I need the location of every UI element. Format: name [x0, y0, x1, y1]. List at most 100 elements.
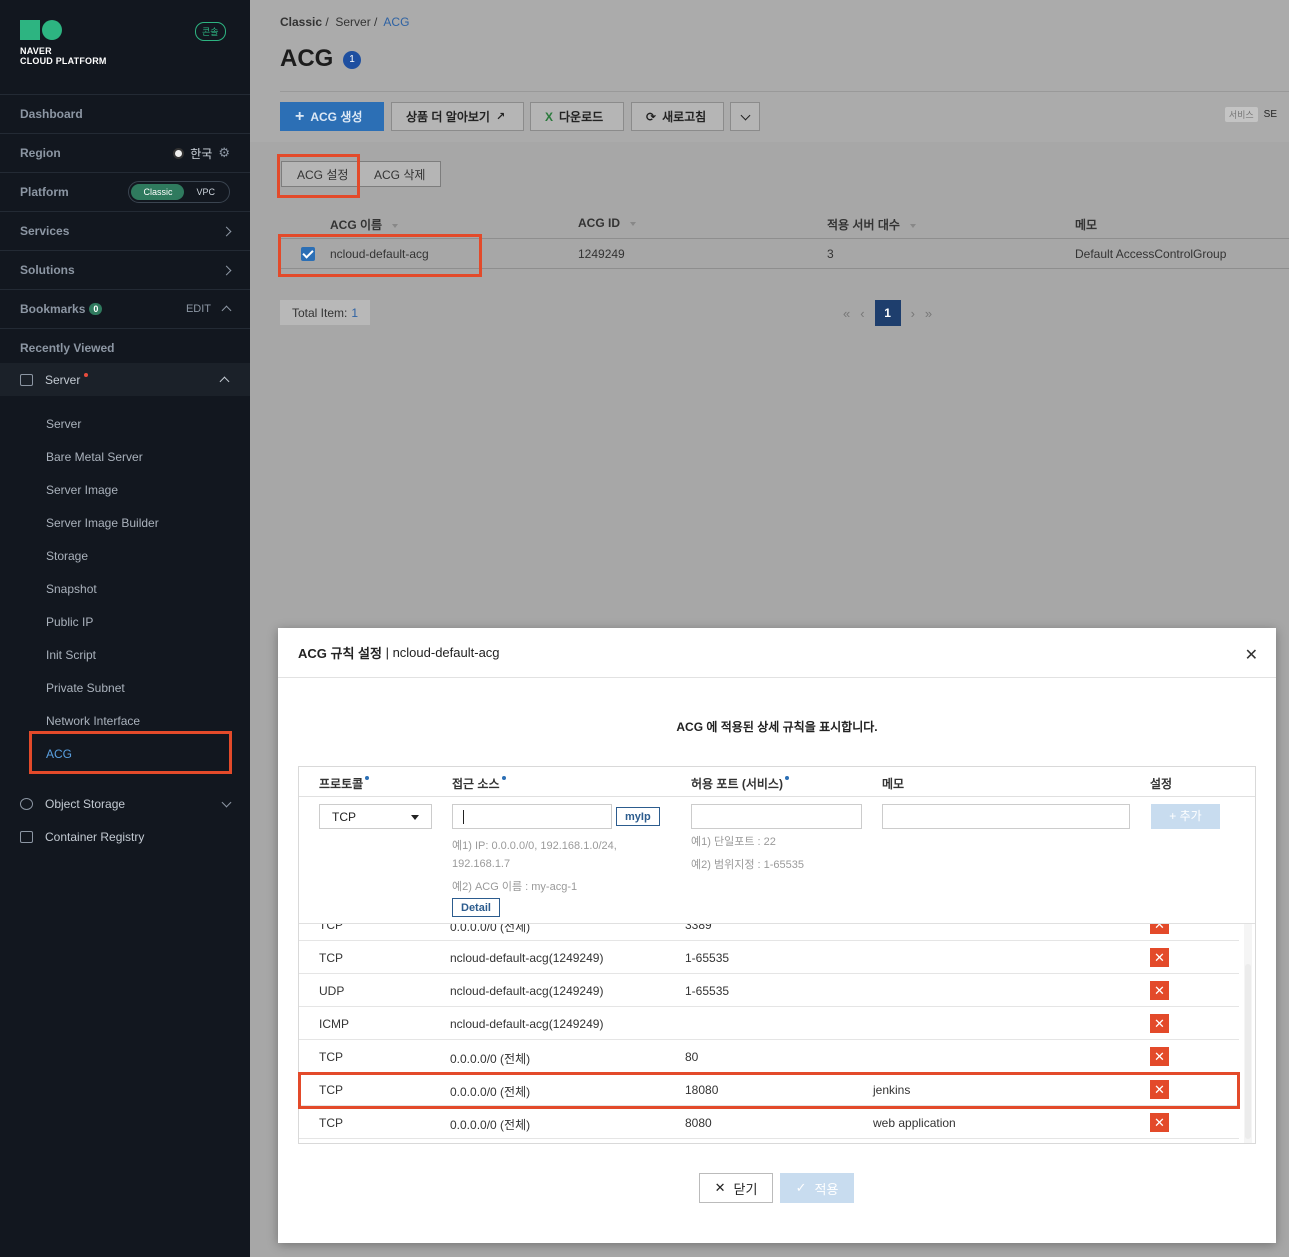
col-port: 허용 포트 (서비스) [691, 775, 789, 792]
nav-region[interactable]: Region 한국 ⚙ [0, 133, 250, 172]
list-item: ICMP ncloud-default-acg(1249249) ✕ [299, 1007, 1239, 1040]
pagination: « ‹ 1 › » [843, 300, 932, 326]
input-divider [299, 923, 1255, 924]
acg-settings-button[interactable]: ACG 설정 [281, 161, 365, 187]
server-group-header[interactable]: Server [0, 363, 250, 396]
close-icon[interactable]: ✕ [1244, 647, 1258, 664]
sort-icon[interactable] [392, 223, 399, 228]
refresh-button[interactable]: ⟳ 새로고침 [631, 102, 724, 131]
nav-recently-viewed[interactable]: Recently Viewed [0, 328, 250, 367]
delete-rule-button[interactable]: ✕ [1150, 1014, 1169, 1033]
delete-rule-button[interactable]: ✕ [1150, 924, 1169, 934]
close-button[interactable]: ✕ 닫기 [699, 1173, 773, 1203]
row-checkbox[interactable] [301, 247, 315, 261]
container-registry-icon [20, 830, 33, 843]
check-icon: ✓ [795, 1180, 807, 1195]
help-badge[interactable]: 1 [343, 51, 361, 69]
source-hint-1: 예1) IP: 0.0.0.0/0, 192.168.1.0/24, 192.1… [452, 840, 617, 870]
first-page-icon[interactable]: « [843, 305, 851, 321]
apply-button[interactable]: ✓ 적용 [780, 1173, 854, 1203]
more-dropdown-button[interactable] [730, 102, 760, 131]
highlight-jenkins-rule [298, 1072, 1240, 1109]
platform-vpc[interactable]: VPC [196, 187, 215, 197]
highlight-acg-menu [29, 731, 232, 774]
delete-rule-button[interactable]: ✕ [1150, 1113, 1169, 1132]
delete-rule-button[interactable]: ✕ [1150, 948, 1169, 967]
nav-bookmarks[interactable]: Bookmarks 0 EDIT [0, 289, 250, 328]
col-acg-name[interactable]: ACG 이름 [330, 216, 399, 233]
modal-header: ACG 규칙 설정 | ncloud-default-acg [278, 628, 1276, 678]
delete-rule-button[interactable]: ✕ [1150, 1080, 1169, 1099]
acg-rule-modal: ACG 규칙 설정 | ncloud-default-acg ✕ ACG 에 적… [278, 628, 1276, 1243]
object-storage-icon [20, 797, 33, 810]
nav-container-registry[interactable]: Container Registry [0, 817, 250, 856]
page-current[interactable]: 1 [874, 300, 901, 326]
source-input[interactable] [452, 804, 612, 829]
external-link-icon: ↗ [495, 111, 506, 123]
detail-button[interactable]: Detail [452, 898, 500, 917]
sidebar-item-storage[interactable]: Storage [46, 549, 89, 563]
refresh-icon: ⟳ [646, 109, 657, 124]
rules-panel: 프로토콜 접근 소스 허용 포트 (서비스) 메모 설정 TCP myIp 예1… [298, 766, 1256, 1144]
next-page-icon[interactable]: › [910, 305, 915, 321]
sidebar-item-server-image-builder[interactable]: Server Image Builder [46, 516, 159, 530]
breadcrumb-acg: ACG [383, 15, 410, 29]
learn-more-button[interactable]: 상품 더 알아보기 ↗ [391, 102, 524, 131]
sidebar-item-bare-metal-server[interactable]: Bare Metal Server [46, 450, 143, 464]
col-setting: 설정 [1150, 777, 1173, 791]
korea-flag-icon [173, 147, 185, 159]
list-item: TCP 0.0.0.0/0 (전체) 8080 web application ✕ [299, 1106, 1239, 1139]
breadcrumb-server[interactable]: Server [335, 15, 371, 29]
sort-icon[interactable] [909, 223, 916, 228]
delete-rule-button[interactable]: ✕ [1150, 1047, 1169, 1066]
nav-solutions[interactable]: Solutions [0, 250, 250, 289]
chevron-right-icon [221, 226, 232, 236]
sort-icon[interactable] [630, 221, 636, 226]
sidebar-item-private-subnet[interactable]: Private Subnet [46, 681, 125, 695]
port-input[interactable] [691, 804, 862, 829]
platform-classic[interactable]: Classic [131, 184, 185, 200]
rules-scrollbar-thumb[interactable] [1245, 964, 1251, 1139]
close-icon: ✕ [714, 1180, 726, 1195]
prev-page-icon[interactable]: ‹ [860, 305, 865, 321]
divider [280, 91, 1289, 92]
cell-memo: Default AccessControlGroup [1075, 247, 1227, 261]
nav-services[interactable]: Services [0, 211, 250, 250]
memo-input[interactable] [882, 804, 1130, 829]
sidebar-item-server-image[interactable]: Server Image [46, 483, 119, 497]
nav-dashboard[interactable]: Dashboard [0, 94, 250, 133]
service-filter[interactable]: 서비스 SE [1224, 107, 1277, 122]
console-badge[interactable]: 콘솔 [195, 22, 226, 41]
chevron-up-icon[interactable] [221, 305, 232, 316]
col-acg-id[interactable]: ACG ID [578, 216, 636, 230]
source-hint-2: 예2) ACG 이름 : my-acg-1 [452, 881, 578, 893]
col-server-count[interactable]: 적용 서버 대수 [827, 216, 916, 233]
rules-scrollbar-track[interactable] [1244, 924, 1252, 1143]
table-row[interactable]: ncloud-default-acg 1249249 3 Default Acc… [280, 239, 1289, 269]
protocol-select[interactable]: TCP [319, 804, 432, 829]
myip-button[interactable]: myIp [616, 807, 660, 826]
sidebar-item-server[interactable]: Server [46, 417, 82, 431]
gear-icon[interactable]: ⚙ [218, 145, 230, 160]
sidebar-item-public-ip[interactable]: Public IP [46, 615, 94, 629]
acg-delete-button[interactable]: ACG 삭제 [359, 161, 442, 187]
sidebar-item-network-interface[interactable]: Network Interface [46, 714, 141, 728]
nav-object-storage[interactable]: Object Storage [0, 784, 250, 823]
delete-rule-button[interactable]: ✕ [1150, 981, 1169, 1000]
bookmarks-edit[interactable]: EDIT [185, 303, 211, 315]
port-hint-1: 예1) 단일포트 : 22 [691, 836, 776, 848]
add-rule-button[interactable]: + 추가 [1151, 804, 1220, 829]
download-button[interactable]: X 다운로드 [530, 102, 624, 131]
sidebar-item-init-script[interactable]: Init Script [46, 648, 97, 662]
acg-create-button[interactable]: + ACG 생성 [280, 102, 384, 131]
sidebar-item-acg[interactable]: ACG [46, 747, 73, 761]
naver-cloud-logo[interactable]: NAVER CLOUD PLATFORM [20, 20, 107, 66]
last-page-icon[interactable]: » [924, 305, 933, 321]
sidebar-item-snapshot[interactable]: Snapshot [46, 582, 97, 596]
platform-toggle[interactable]: Classic VPC [128, 181, 230, 203]
cell-acg-id: 1249249 [578, 247, 625, 261]
col-source: 접근 소스 [452, 775, 506, 792]
breadcrumb-classic[interactable]: Classic [280, 15, 323, 29]
nav-platform: Platform Classic VPC [0, 172, 250, 211]
plus-icon: + [295, 107, 305, 125]
